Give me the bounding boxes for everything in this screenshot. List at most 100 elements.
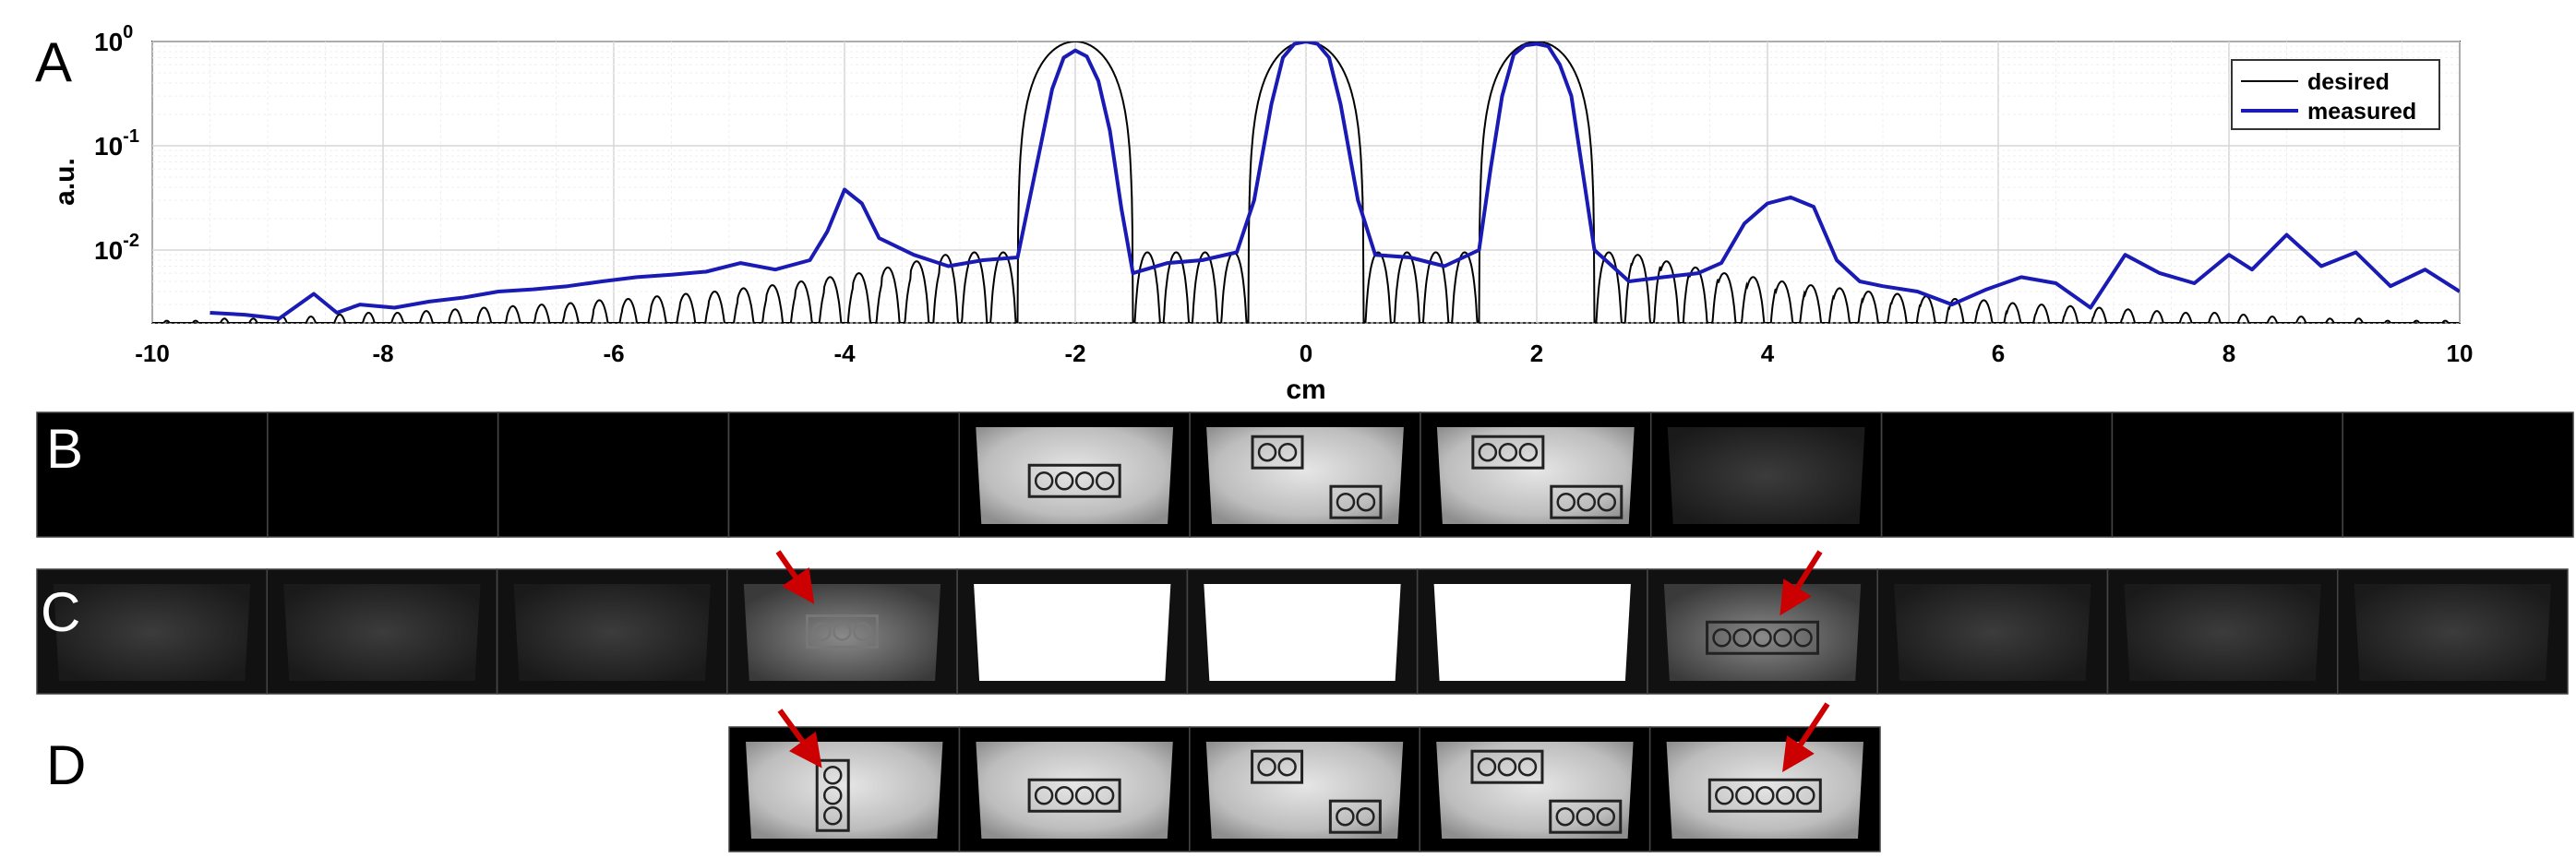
phantom-body (1894, 584, 2091, 681)
phantom-body (1667, 427, 1865, 524)
phantom-body (513, 584, 711, 681)
image-tile (1648, 726, 1881, 852)
grid (151, 41, 2461, 324)
row-d-tiles (728, 726, 1881, 852)
image-tile (956, 568, 1189, 695)
insert-frame (1027, 463, 1121, 498)
image-tile (958, 726, 1191, 852)
insert-well (1336, 492, 1356, 512)
x-tick-label: -2 (1064, 340, 1085, 367)
series-line-desired (152, 42, 2460, 323)
insert-frame (1329, 484, 1383, 519)
insert-well (1034, 786, 1054, 805)
legend: desired measured (2231, 59, 2440, 130)
tile-border (2342, 411, 2574, 538)
insert-well (1095, 471, 1115, 491)
x-tick-label: 4 (1761, 340, 1775, 367)
insert-frame (805, 614, 879, 649)
insert-well (1576, 806, 1596, 827)
insert-well (1277, 757, 1297, 777)
insert-well (1517, 757, 1538, 777)
insert-frame (1328, 799, 1382, 834)
image-tile (1419, 726, 1651, 852)
insert-well (1257, 442, 1277, 462)
insert-well (1755, 786, 1775, 805)
phantom-body (1436, 427, 1635, 524)
y-axis-label: a.u. (50, 158, 80, 206)
image-tile (266, 568, 498, 695)
insert-frame (1549, 799, 1623, 834)
insert-well (1712, 628, 1731, 648)
x-tick-label: -10 (135, 340, 170, 367)
x-tick-label: 2 (1530, 340, 1543, 367)
image-tile (1420, 411, 1652, 538)
image-tile (2106, 568, 2339, 695)
x-tick-label: -8 (372, 340, 393, 367)
image-tile (1876, 568, 2109, 695)
insert-frame (1550, 484, 1623, 519)
insert-well (1753, 628, 1772, 648)
insert-well (1597, 492, 1617, 512)
image-tile (1649, 411, 1883, 538)
insert-frame (1251, 435, 1304, 470)
panel-label-b: B (46, 418, 83, 480)
phantom-body (1663, 584, 1862, 681)
insert-well (1356, 806, 1375, 827)
insert-well (822, 806, 843, 826)
insert-well (1518, 442, 1539, 462)
x-tick-label: 10 (2447, 340, 2474, 367)
phantom-body (974, 584, 1171, 681)
image-tile (1416, 568, 1648, 695)
phantom-body (283, 584, 481, 681)
panel-label-c: C (41, 581, 80, 643)
image-tile (958, 411, 1191, 538)
insert-well (1497, 757, 1517, 777)
legend-box (2231, 59, 2440, 130)
series-line-measured (210, 42, 2460, 321)
insert-well (1074, 471, 1095, 491)
insert-well (1596, 806, 1616, 827)
image-tile (496, 568, 728, 695)
phantom-body (1436, 742, 1634, 839)
insert-well (1277, 442, 1298, 462)
insert-well (1034, 471, 1054, 491)
insert-well (833, 622, 852, 641)
phantom-body (2124, 584, 2321, 681)
insert-well (1477, 757, 1497, 777)
image-tile (1189, 726, 1420, 852)
legend-entry-desired: desired (2307, 69, 2390, 95)
x-tick-label: -6 (603, 340, 624, 367)
phantom-body (54, 584, 251, 681)
insert-frame (1470, 749, 1544, 784)
phantom-body (743, 584, 941, 681)
insert-well (1793, 628, 1813, 648)
image-tile (726, 568, 958, 695)
insert-well (1796, 786, 1815, 805)
phantom-body (1204, 584, 1401, 681)
insert-well (812, 622, 832, 641)
insert-well (1257, 757, 1276, 777)
phantom-body (2354, 584, 2551, 681)
insert-frame (1706, 620, 1820, 655)
image-tile (2342, 411, 2574, 538)
insert-well (1732, 628, 1752, 648)
phantom-body (1206, 427, 1404, 524)
arrow-c-right (1779, 550, 1823, 616)
phantom-body (976, 742, 1173, 839)
phantom-body (1205, 742, 1404, 839)
phantom-body (746, 742, 943, 839)
insert-frame (1027, 778, 1121, 813)
phantom-body (976, 427, 1174, 524)
x-axis-label: cm (1286, 375, 1325, 405)
insert-well (1054, 786, 1074, 805)
insert-frame (1471, 435, 1545, 470)
insert-frame (1707, 778, 1822, 813)
insert-frame (1251, 749, 1304, 784)
insert-well (1054, 471, 1074, 491)
insert-frame (815, 758, 850, 832)
insert-well (1556, 492, 1576, 512)
y-tick-label: 100 (94, 22, 133, 56)
y-tick-label: 10-2 (94, 231, 139, 265)
insert-well (1715, 786, 1734, 805)
